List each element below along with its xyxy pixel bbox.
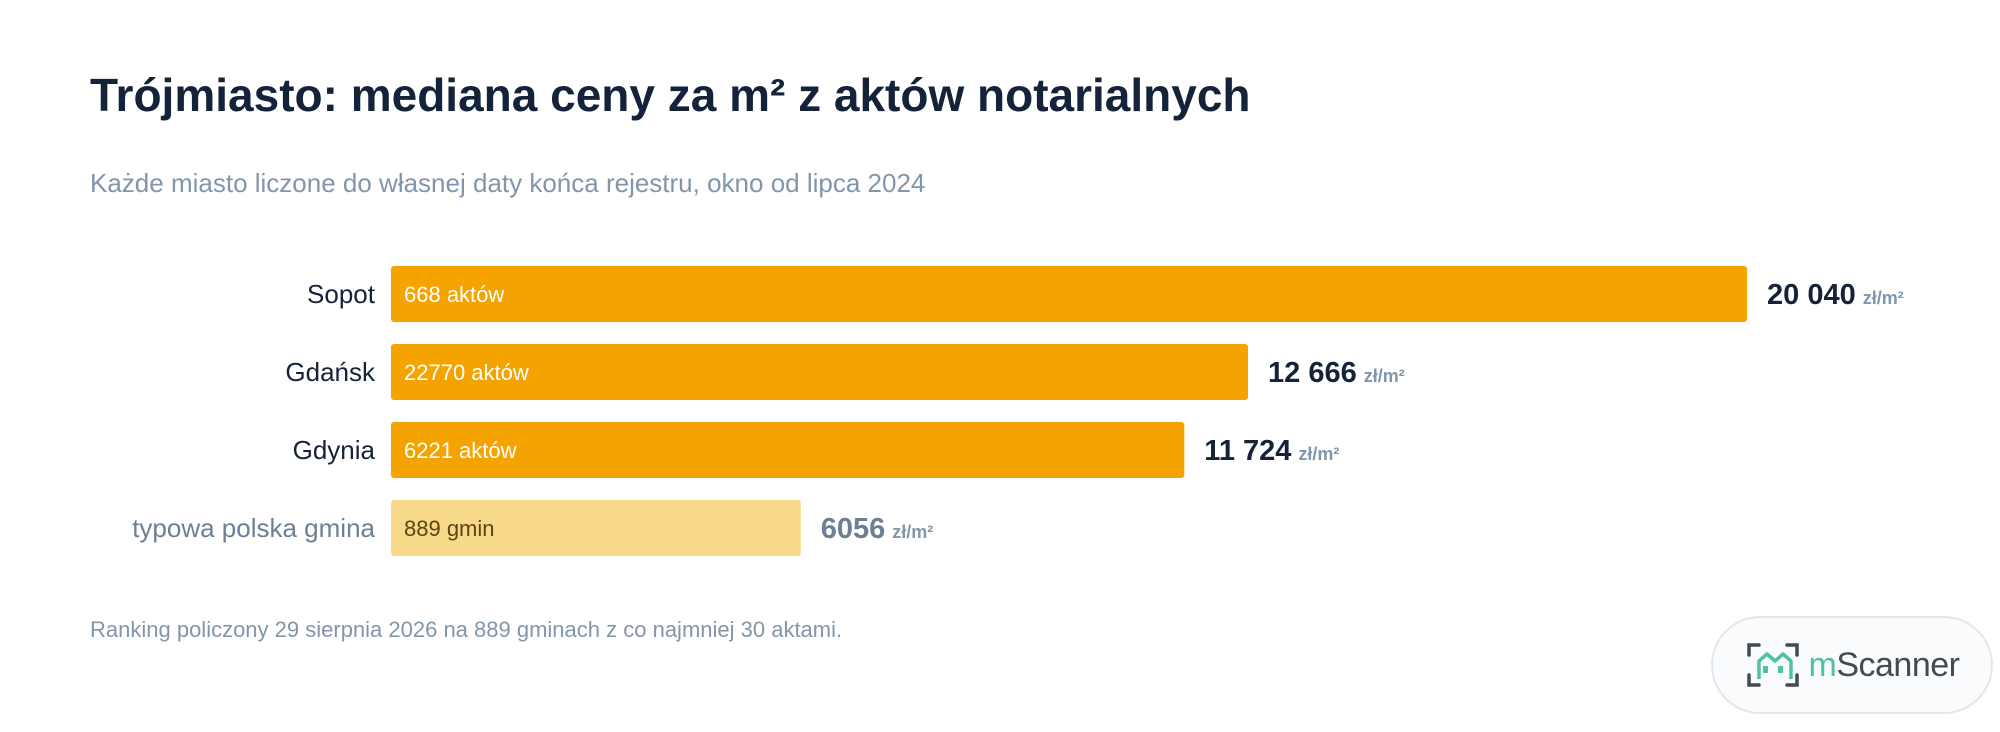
category-label: Gdańsk: [285, 357, 376, 387]
bar: [391, 266, 1747, 322]
bar-count-label: 668 aktów: [404, 282, 504, 307]
value-number: 6056: [821, 513, 886, 545]
bar-count-label: 889 gmin: [404, 516, 495, 541]
bar: [391, 500, 801, 556]
value-unit: zł/m²: [892, 522, 933, 542]
value-number: 12 666: [1268, 357, 1357, 389]
value-number: 11 724: [1204, 435, 1291, 467]
brand-badge[interactable]: mScanner: [1711, 616, 1993, 714]
bar-count-label: 22770 aktów: [404, 360, 529, 385]
chart-subtitle: Każde miasto liczone do własnej daty koń…: [90, 168, 926, 198]
category-label: Gdynia: [293, 435, 376, 465]
value-label: 11 724 zł/m²: [1204, 435, 1339, 467]
footnote: Ranking policzony 29 sierpnia 2026 na 88…: [90, 617, 843, 642]
house-frame-icon: [1746, 643, 1799, 687]
value-label: 6056 zł/m²: [821, 513, 934, 545]
value-label: 12 666 zł/m²: [1268, 357, 1405, 389]
category-label: typowa polska gmina: [132, 513, 375, 543]
category-label: Sopot: [307, 279, 376, 309]
value-number: 20 040: [1767, 279, 1856, 311]
bar: [391, 344, 1249, 400]
bar-count-label: 6221 aktów: [404, 438, 517, 463]
brand-name: mScanner: [1808, 645, 1960, 684]
chart-title: Trójmiasto: mediana ceny za m² z aktów n…: [90, 69, 1251, 121]
value-unit: zł/m²: [1364, 366, 1405, 386]
bar: [391, 422, 1185, 478]
value-label: 20 040 zł/m²: [1767, 279, 1904, 311]
value-unit: zł/m²: [1298, 444, 1339, 464]
bar-chart: Sopot 668 aktów 20 040 zł/m² Gdańsk 22770 akt…: [132, 266, 1904, 556]
value-unit: zł/m²: [1863, 288, 1904, 308]
